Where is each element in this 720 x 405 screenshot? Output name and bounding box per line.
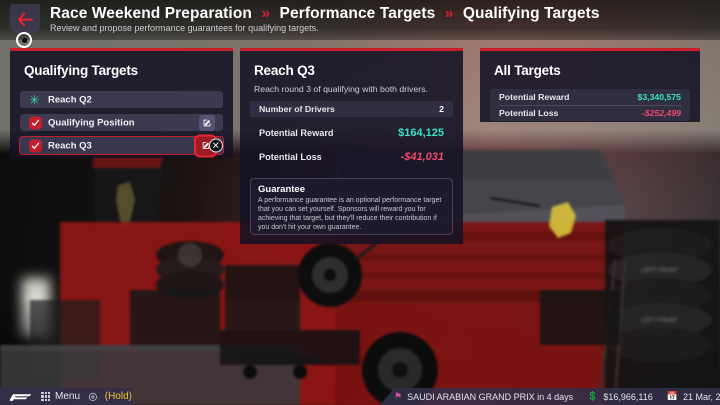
- svg-text:LEFT FRONT: LEFT FRONT: [642, 318, 679, 324]
- svg-text:LEFT FRONT: LEFT FRONT: [642, 268, 679, 274]
